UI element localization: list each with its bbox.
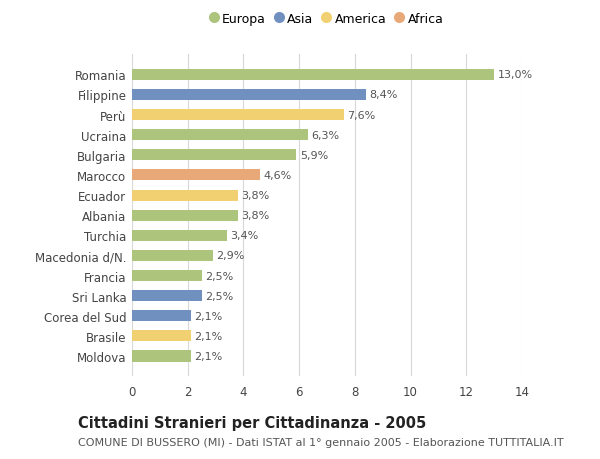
Legend: Europa, Asia, America, Africa: Europa, Asia, America, Africa: [211, 13, 443, 26]
Text: 2,9%: 2,9%: [216, 251, 245, 261]
Text: 4,6%: 4,6%: [263, 171, 292, 180]
Text: COMUNE DI BUSSERO (MI) - Dati ISTAT al 1° gennaio 2005 - Elaborazione TUTTITALIA: COMUNE DI BUSSERO (MI) - Dati ISTAT al 1…: [78, 437, 563, 447]
Bar: [132, 210, 238, 221]
Text: 2,1%: 2,1%: [194, 311, 222, 321]
Text: 5,9%: 5,9%: [300, 151, 328, 161]
Text: 3,8%: 3,8%: [241, 190, 269, 201]
Bar: [132, 230, 227, 241]
Bar: [132, 291, 202, 302]
Text: 8,4%: 8,4%: [370, 90, 398, 100]
Text: Cittadini Stranieri per Cittadinanza - 2005: Cittadini Stranieri per Cittadinanza - 2…: [78, 415, 426, 431]
Text: 6,3%: 6,3%: [311, 130, 339, 140]
Bar: [132, 190, 238, 201]
Bar: [132, 90, 366, 101]
Text: 3,4%: 3,4%: [230, 231, 259, 241]
Bar: [132, 150, 296, 161]
Text: 2,1%: 2,1%: [194, 351, 222, 361]
Bar: [132, 250, 213, 262]
Bar: [132, 70, 494, 81]
Bar: [132, 110, 344, 121]
Bar: [132, 351, 191, 362]
Bar: [132, 311, 191, 322]
Text: 3,8%: 3,8%: [241, 211, 269, 221]
Bar: [132, 130, 308, 141]
Bar: [132, 170, 260, 181]
Text: 7,6%: 7,6%: [347, 110, 376, 120]
Bar: [132, 270, 202, 281]
Text: 2,5%: 2,5%: [205, 271, 233, 281]
Text: 2,1%: 2,1%: [194, 331, 222, 341]
Bar: [132, 330, 191, 341]
Text: 13,0%: 13,0%: [497, 70, 533, 80]
Text: 2,5%: 2,5%: [205, 291, 233, 301]
